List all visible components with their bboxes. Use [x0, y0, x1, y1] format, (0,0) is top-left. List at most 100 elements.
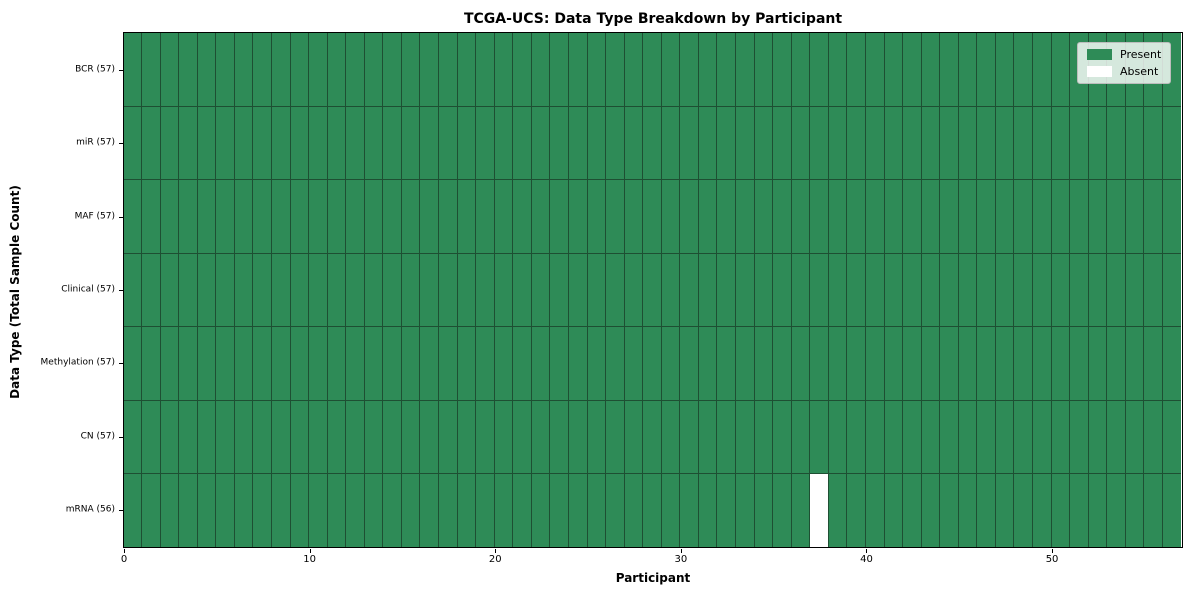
- heatmap-cell-present: [736, 105, 755, 180]
- heatmap-cell-present: [216, 105, 235, 180]
- heatmap-cell-present: [624, 179, 644, 253]
- heatmap-cell-present: [234, 252, 254, 327]
- heatmap-cell-present: [1107, 105, 1126, 180]
- heatmap-cell-present: [457, 399, 477, 474]
- heatmap-cell-present: [439, 399, 458, 474]
- heatmap-cell-present: [271, 32, 291, 106]
- heatmap-cell-present: [309, 179, 328, 253]
- y-axis-tick: [118, 216, 123, 218]
- heatmap-cell-present: [1125, 105, 1145, 180]
- heatmap-cell-present: [606, 32, 625, 106]
- heatmap-cell-present: [1107, 252, 1126, 327]
- heatmap-cell-present: [624, 252, 644, 327]
- heatmap-cell-present: [791, 179, 811, 253]
- heatmap-cell-present: [234, 32, 254, 106]
- x-tick-label: 30: [674, 554, 688, 565]
- heatmap-cell-present: [606, 399, 625, 474]
- heatmap-cell-present: [197, 326, 217, 400]
- heatmap-cell-present: [216, 473, 235, 547]
- heatmap-cell-present: [587, 252, 607, 327]
- heatmap-cell-present: [568, 326, 588, 400]
- heatmap-cell-present: [309, 399, 328, 474]
- heatmap-cell-present: [680, 399, 699, 474]
- plot-area: [122, 31, 1183, 548]
- heatmap-cell-present: [327, 326, 347, 400]
- heatmap-cell-present: [1144, 105, 1163, 180]
- heatmap-cell-present: [383, 473, 402, 547]
- heatmap-cell-present: [531, 252, 551, 327]
- heatmap-cell-present: [568, 105, 588, 180]
- heatmap-cell-present: [865, 32, 885, 106]
- heatmap-cell-present: [606, 252, 625, 327]
- heatmap-cell-present: [253, 326, 272, 400]
- heatmap-cell-present: [754, 473, 774, 547]
- heatmap-cell-present: [1162, 252, 1182, 327]
- heatmap-cell-present: [680, 105, 699, 180]
- heatmap-cell-present: [717, 32, 737, 106]
- heatmap-cell-present: [457, 105, 477, 180]
- heatmap-cell-present: [977, 105, 996, 180]
- heatmap-cell-present: [513, 326, 532, 400]
- heatmap-cell-present: [995, 179, 1015, 253]
- heatmap-cell-present: [773, 32, 792, 106]
- heatmap-cell-present: [773, 179, 792, 253]
- heatmap-cell-present: [940, 32, 959, 106]
- heatmap-cell-present: [754, 252, 774, 327]
- heatmap-cell-present: [903, 179, 922, 253]
- legend-item-present: Present: [1087, 49, 1161, 60]
- heatmap-cell-present: [476, 326, 495, 400]
- heatmap-cell-present: [179, 326, 198, 400]
- heatmap-cell-present: [476, 32, 495, 106]
- heatmap-cell-present: [420, 179, 440, 253]
- heatmap-cell-present: [420, 252, 440, 327]
- heatmap-cell-present: [1033, 399, 1052, 474]
- x-axis-tick: [309, 548, 311, 553]
- heatmap-cell-present: [494, 399, 514, 474]
- heatmap-cell-present: [810, 179, 829, 253]
- heatmap-cell-present: [179, 179, 198, 253]
- heatmap-cell-present: [717, 105, 737, 180]
- y-axis-tick: [118, 69, 123, 71]
- heatmap-cell-present: [179, 32, 198, 106]
- heatmap-cell-present: [680, 326, 699, 400]
- heatmap-cell-present: [142, 179, 161, 253]
- heatmap-cell-present: [903, 252, 922, 327]
- heatmap-cell-present: [828, 32, 848, 106]
- heatmap-cell-present: [847, 32, 866, 106]
- heatmap-cell-present: [364, 105, 384, 180]
- heatmap-cell-present: [513, 473, 532, 547]
- heatmap-cell-present: [977, 473, 996, 547]
- heatmap-cell-present: [327, 105, 347, 180]
- legend-present-label: Present: [1120, 48, 1162, 61]
- heatmap-cell-present: [197, 32, 217, 106]
- heatmap-cell-present: [550, 399, 569, 474]
- y-axis-tick: [118, 436, 123, 438]
- heatmap-cell-present: [1144, 179, 1163, 253]
- heatmap-cell-present: [420, 399, 440, 474]
- heatmap-cell-present: [940, 326, 959, 400]
- heatmap-cell-present: [698, 105, 718, 180]
- heatmap-cell-present: [457, 326, 477, 400]
- y-tick-label: Clinical (57): [61, 284, 115, 295]
- x-axis-tick: [680, 548, 682, 553]
- heatmap-cell-present: [1088, 399, 1108, 474]
- heatmap-cell-present: [346, 326, 365, 400]
- heatmap-cell-present: [1162, 399, 1182, 474]
- heatmap-cell-present: [698, 326, 718, 400]
- heatmap-cell-present: [364, 399, 384, 474]
- heatmap-cell-present: [865, 399, 885, 474]
- heatmap-cell-present: [253, 105, 272, 180]
- heatmap-cell-present: [1162, 473, 1182, 547]
- heatmap-cell-present: [494, 252, 514, 327]
- heatmap-cell-present: [995, 32, 1015, 106]
- heatmap-cell-present: [531, 473, 551, 547]
- heatmap-cell-present: [680, 473, 699, 547]
- heatmap-cell-present: [1088, 105, 1108, 180]
- heatmap-cell-present: [1051, 252, 1071, 327]
- heatmap-cell-present: [1107, 399, 1126, 474]
- legend-absent-label: Absent: [1120, 65, 1159, 78]
- heatmap-cell-present: [903, 32, 922, 106]
- heatmap-cell-present: [327, 252, 347, 327]
- heatmap-cell-present: [142, 473, 161, 547]
- heatmap-cell-present: [828, 326, 848, 400]
